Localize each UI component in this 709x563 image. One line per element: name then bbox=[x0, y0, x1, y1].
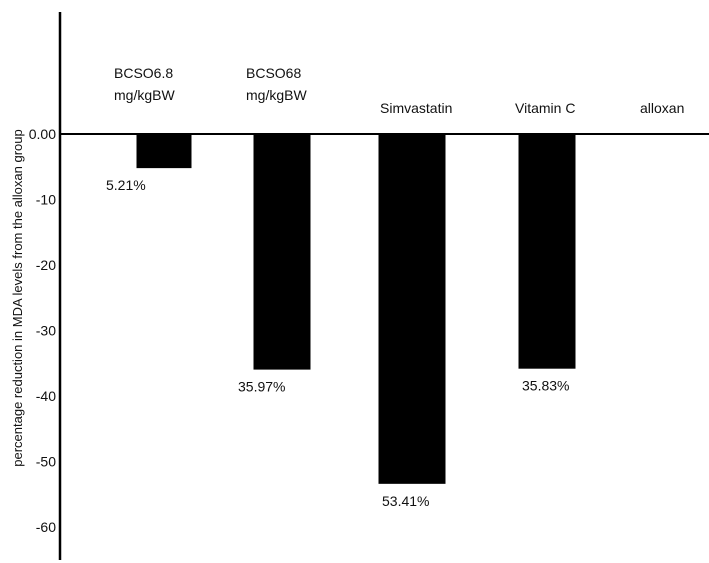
bar bbox=[518, 134, 576, 369]
y-tick-label: 0.00 bbox=[29, 126, 56, 142]
category-label: BCSO68 bbox=[246, 65, 301, 81]
data-label: 53.41% bbox=[382, 493, 429, 509]
y-tick-label: -60 bbox=[36, 519, 56, 535]
category-label: mg/kgBW bbox=[246, 87, 307, 103]
data-label: 5.21% bbox=[106, 177, 146, 193]
y-tick-label: -40 bbox=[36, 388, 56, 404]
category-label: mg/kgBW bbox=[114, 87, 175, 103]
category-label: alloxan bbox=[640, 100, 684, 116]
category-label: Vitamin C bbox=[515, 100, 575, 116]
bar bbox=[253, 134, 311, 370]
y-tick-label: -10 bbox=[36, 192, 56, 208]
bar bbox=[378, 134, 446, 484]
data-label: 35.97% bbox=[238, 379, 285, 395]
category-label: BCSO6.8 bbox=[114, 65, 173, 81]
bars bbox=[136, 134, 576, 484]
labels: BCSO6.8 mg/kgBW BCSO68 mg/kgBW Simvastatin Vi… bbox=[106, 65, 684, 509]
category-label: Simvastatin bbox=[380, 100, 452, 116]
y-tick-label: -30 bbox=[36, 323, 56, 339]
data-label: 35.83% bbox=[522, 378, 569, 394]
y-tick-label: -20 bbox=[36, 257, 56, 273]
y-axis-label: percentage reduction in MDA levels from … bbox=[10, 129, 25, 466]
y-tick-label: -50 bbox=[36, 454, 56, 470]
bar bbox=[136, 134, 192, 169]
